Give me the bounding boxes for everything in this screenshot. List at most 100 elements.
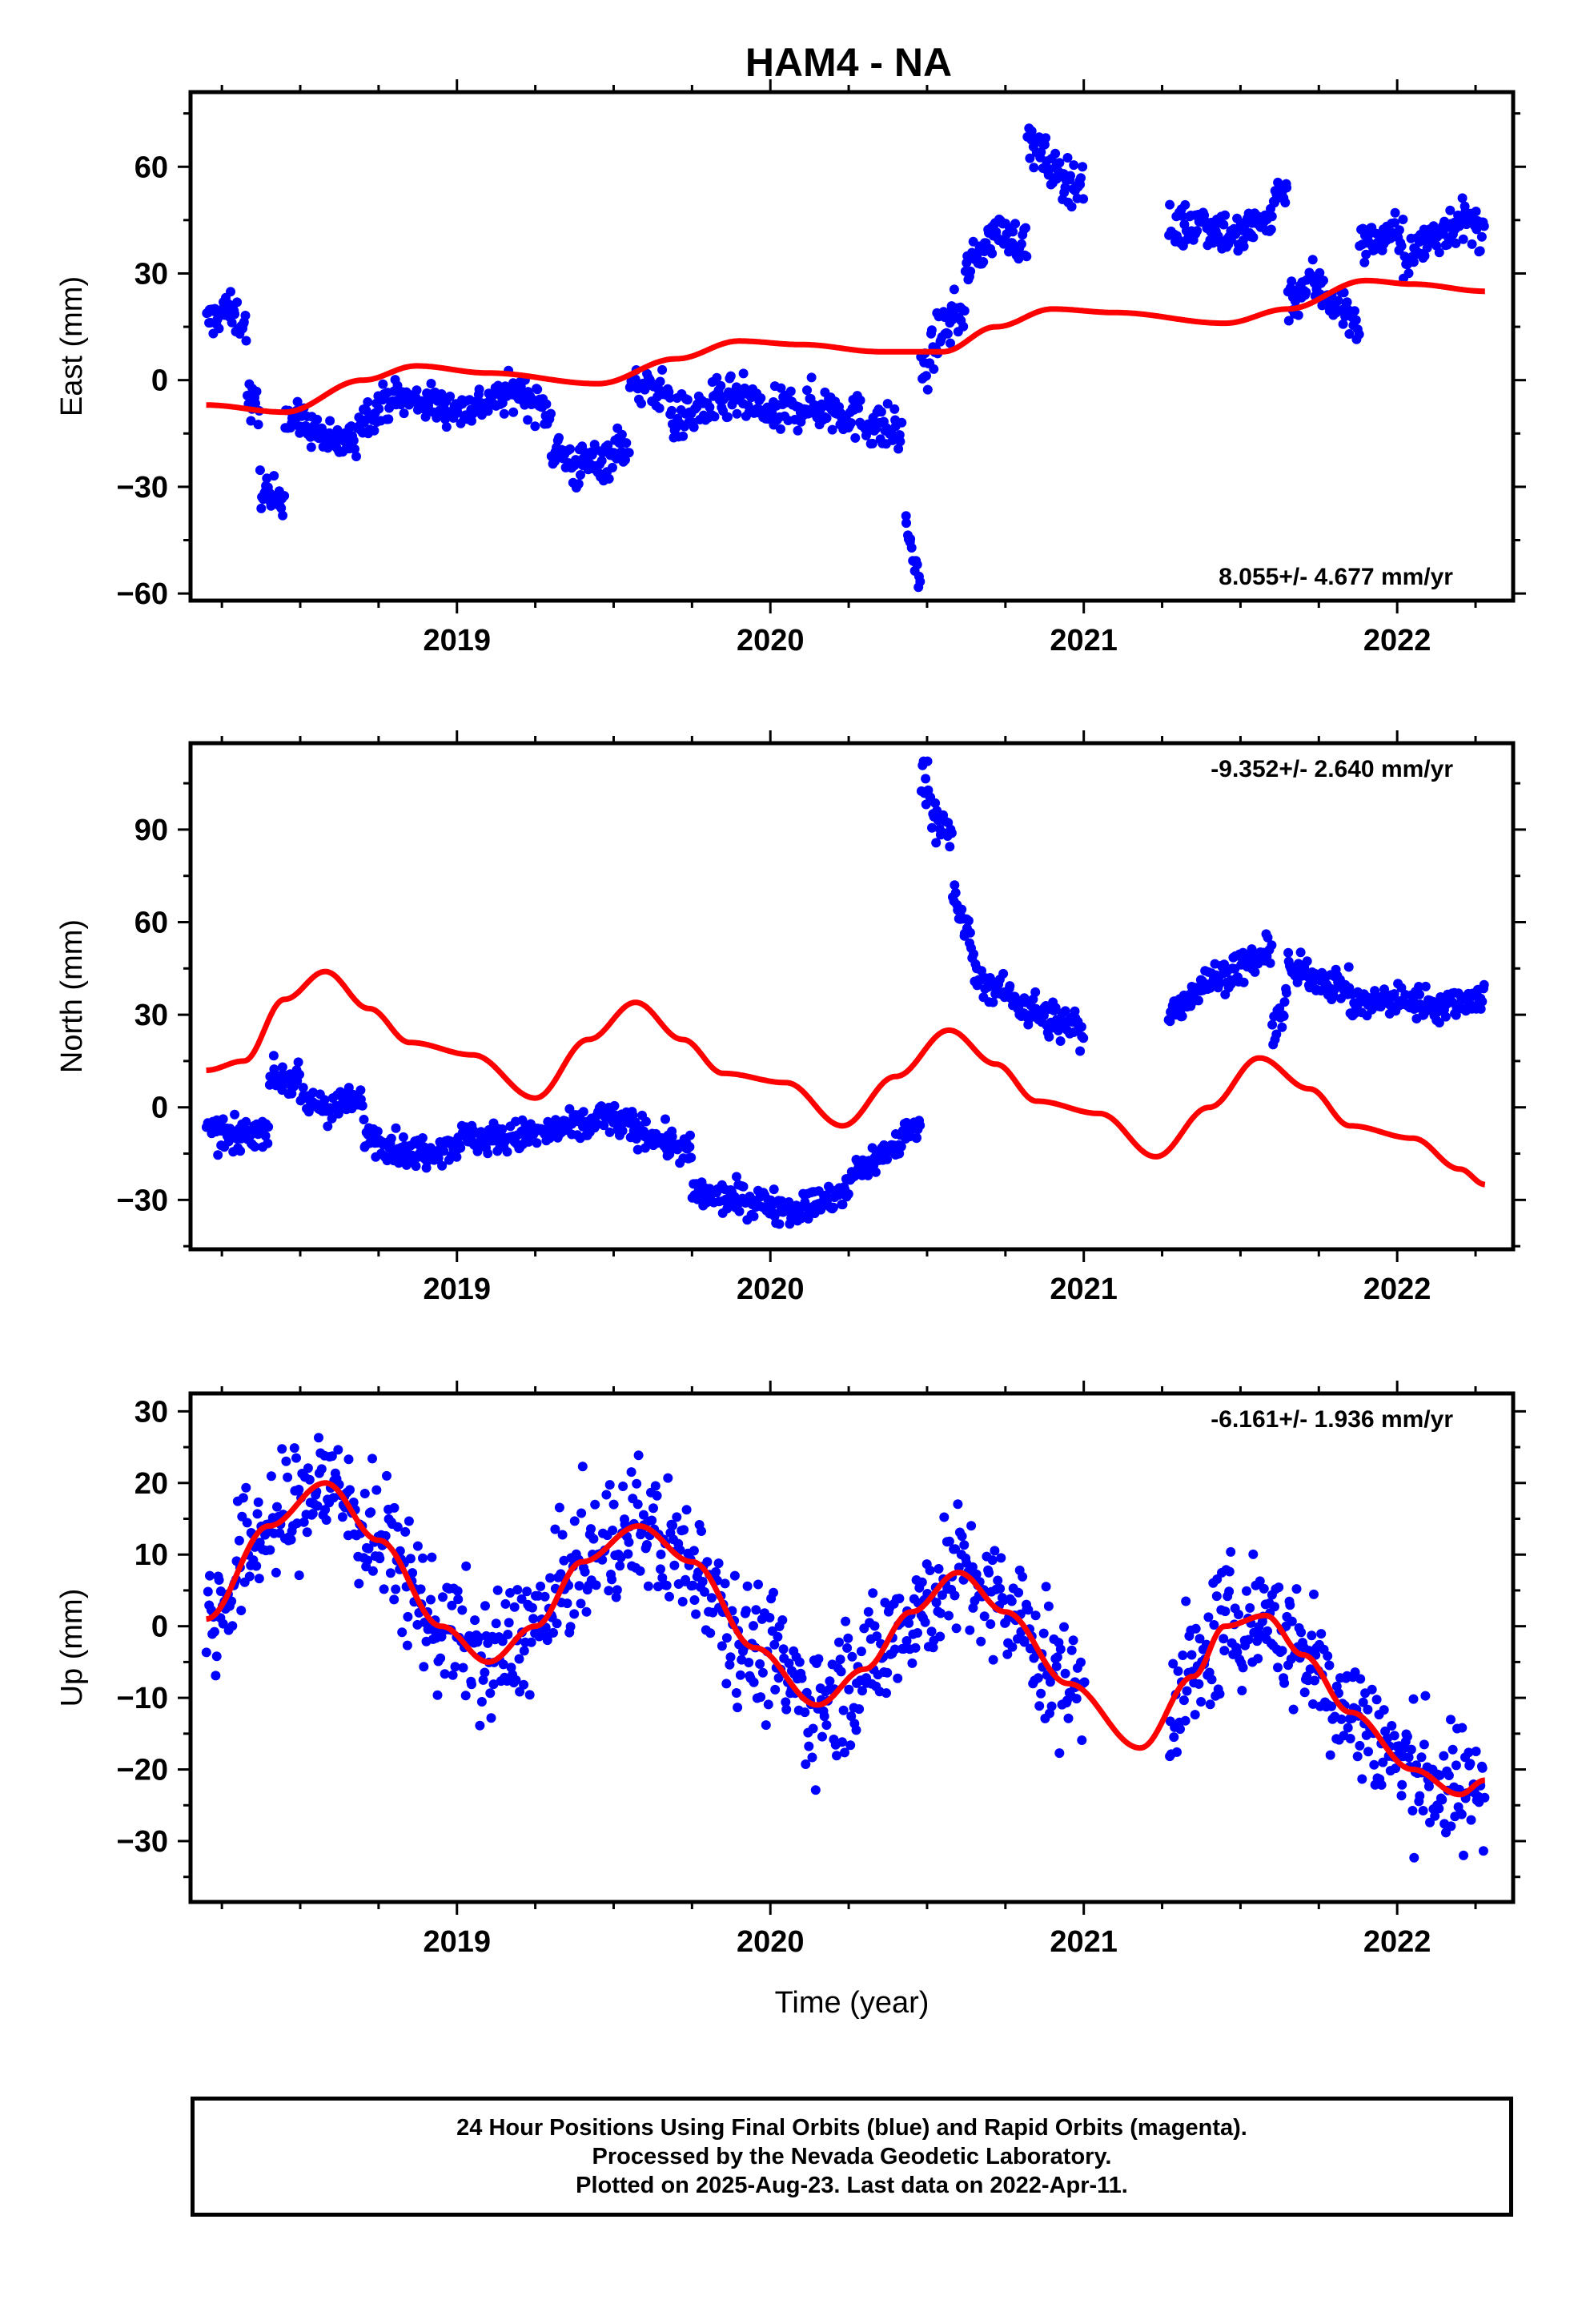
data-point xyxy=(882,1154,892,1164)
data-point xyxy=(218,1618,228,1629)
data-point xyxy=(778,1644,789,1655)
data-point xyxy=(688,1580,698,1590)
data-point xyxy=(800,1707,810,1718)
data-point xyxy=(403,1611,413,1622)
data-point xyxy=(550,456,560,466)
data-point xyxy=(738,1181,749,1192)
data-point xyxy=(300,420,311,431)
data-point xyxy=(1280,198,1291,207)
data-point xyxy=(834,1637,844,1647)
data-point xyxy=(988,1655,998,1665)
caption-box: 24 Hour Positions Using Final Orbits (bl… xyxy=(191,2097,1513,2217)
y-tick-label: 0 xyxy=(151,1610,168,1644)
data-point xyxy=(1443,1771,1454,1780)
data-point xyxy=(843,1189,853,1199)
data-point xyxy=(769,1587,778,1598)
data-point xyxy=(1005,981,1015,991)
data-point xyxy=(1419,251,1430,261)
data-point xyxy=(950,880,960,891)
data-point xyxy=(476,1697,487,1707)
data-point xyxy=(1018,1571,1028,1582)
data-point xyxy=(1475,246,1485,256)
data-point xyxy=(901,1636,912,1646)
model-line xyxy=(205,968,1487,1188)
data-point xyxy=(1054,158,1065,168)
data-point xyxy=(1033,1673,1043,1683)
x-tick-label: 2020 xyxy=(737,624,805,657)
data-point xyxy=(689,1546,699,1556)
data-point xyxy=(392,1522,403,1532)
data-point xyxy=(441,422,452,432)
data-point xyxy=(281,1456,291,1466)
data-point xyxy=(946,828,957,838)
data-point xyxy=(470,1615,480,1626)
y-tick-label: −10 xyxy=(117,1682,168,1715)
data-point xyxy=(1209,1620,1219,1630)
data-point xyxy=(354,1578,364,1589)
data-point xyxy=(1077,1735,1087,1745)
data-point xyxy=(1263,1626,1272,1636)
data-point xyxy=(931,1598,942,1608)
y-tick-label: 30 xyxy=(135,257,168,291)
data-point xyxy=(359,1115,369,1124)
data-point xyxy=(623,1549,633,1559)
data-point xyxy=(306,442,316,452)
data-point xyxy=(230,309,240,320)
data-point xyxy=(1078,162,1088,172)
data-point xyxy=(277,1062,287,1072)
data-point xyxy=(357,1100,367,1111)
data-point xyxy=(1172,1747,1182,1757)
data-point xyxy=(1327,1701,1337,1711)
data-point xyxy=(1178,1695,1189,1706)
data-point xyxy=(523,415,533,425)
data-point xyxy=(641,1116,651,1127)
data-point xyxy=(497,1636,508,1647)
data-point xyxy=(797,1673,807,1683)
data-point xyxy=(1038,1628,1049,1638)
data-point xyxy=(1295,947,1306,958)
data-point xyxy=(604,1127,615,1137)
data-point xyxy=(506,1663,516,1673)
data-point xyxy=(1343,1723,1353,1733)
data-point xyxy=(807,1752,817,1763)
data-point xyxy=(632,1499,643,1510)
data-point xyxy=(1180,199,1191,210)
data-point xyxy=(781,1697,791,1707)
data-point xyxy=(679,1525,689,1535)
data-point xyxy=(705,1628,716,1638)
data-point xyxy=(552,1618,562,1629)
data-point xyxy=(1165,1016,1175,1027)
data-point xyxy=(241,1482,251,1493)
data-point xyxy=(966,1521,977,1531)
data-point xyxy=(685,1130,695,1140)
data-point xyxy=(1440,1011,1451,1022)
y-axis-label: East (mm) xyxy=(55,276,89,416)
data-point xyxy=(252,1509,263,1519)
data-point xyxy=(1208,238,1219,248)
data-point xyxy=(946,338,955,348)
data-point xyxy=(732,1172,741,1182)
data-point xyxy=(327,1451,337,1462)
data-point xyxy=(689,1595,700,1605)
data-point xyxy=(569,1609,580,1619)
data-point xyxy=(621,438,632,448)
data-point xyxy=(928,1642,938,1653)
data-point xyxy=(1060,1006,1070,1016)
data-point xyxy=(1034,1701,1045,1711)
data-point xyxy=(1430,1811,1440,1821)
data-point xyxy=(702,1557,713,1567)
data-point xyxy=(218,1114,228,1124)
plot-frame xyxy=(188,1391,1516,1904)
data-point xyxy=(1192,226,1203,236)
caption-line-2: Processed by the Nevada Geodetic Laborat… xyxy=(592,2144,1112,2169)
data-point xyxy=(1006,1596,1017,1606)
x-tick-label: 2020 xyxy=(737,1925,805,1959)
data-point xyxy=(578,1107,588,1117)
panel-1: 2019 2020 2021 2022 −60 −30 0 30 60 East (mm) 8.05… xyxy=(55,79,1526,657)
data-point xyxy=(226,287,235,297)
data-point xyxy=(244,1571,255,1582)
data-point xyxy=(990,1546,1000,1556)
data-point xyxy=(1369,1759,1379,1770)
data-point xyxy=(269,471,279,481)
data-point xyxy=(1307,1630,1317,1641)
